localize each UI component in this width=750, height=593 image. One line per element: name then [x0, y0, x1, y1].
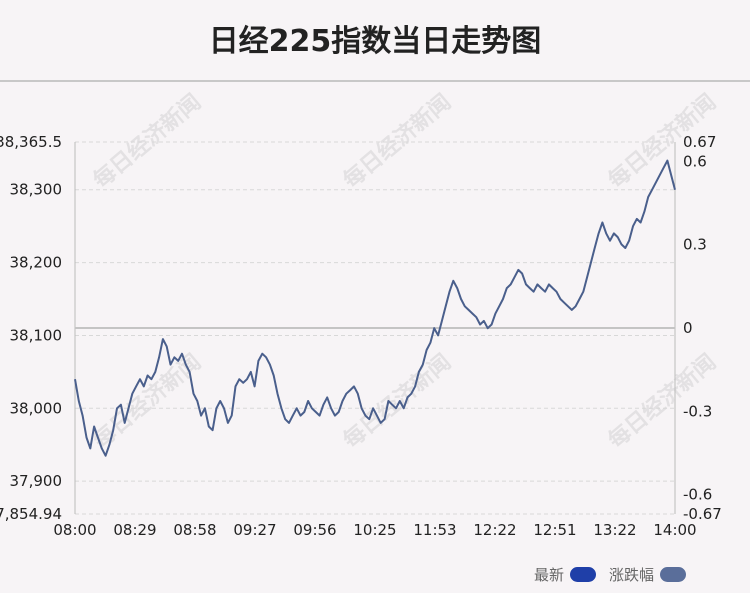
y-left-tick-label: 38,365.5: [0, 133, 62, 151]
x-tick-label: 12:22: [473, 521, 516, 539]
x-tick-label: 11:53: [413, 521, 456, 539]
y-right-tick-label: 0: [683, 319, 693, 337]
legend-swatch-change: [660, 567, 687, 582]
y-right-tick-label: 0.6: [683, 152, 707, 170]
y-left-tick-label: 38,000: [10, 399, 63, 417]
legend-item-latest: 最新: [534, 564, 597, 585]
legend-label-change: 涨跌幅: [609, 566, 655, 584]
x-tick-label: 08:58: [173, 521, 216, 539]
y-right-tick-label: 0.3: [683, 236, 707, 254]
x-tick-label: 13:22: [593, 521, 636, 539]
x-tick-label: 10:25: [353, 521, 396, 539]
x-tick-label: 09:27: [233, 521, 276, 539]
y-left-tick-label: 38,200: [10, 254, 63, 272]
x-tick-label: 08:00: [53, 521, 96, 539]
x-tick-label: 09:56: [293, 521, 336, 539]
y-left-tick-label: 37,900: [10, 472, 63, 490]
title-divider: [0, 80, 750, 82]
legend-item-change: 涨跌幅: [609, 564, 687, 585]
y-right-tick-label: -0.6: [683, 486, 712, 504]
series-line: [74, 159, 676, 457]
y-left-tick-label: 37,854.94: [0, 505, 62, 523]
y-right-tick-label: 0.67: [683, 133, 716, 151]
x-tick-label: 12:51: [533, 521, 576, 539]
y-left-tick-label: 38,300: [10, 181, 63, 199]
chart-title: 日经225指数当日走势图: [208, 24, 542, 59]
legend-swatch-latest: [570, 567, 597, 582]
legend-label-latest: 最新: [534, 566, 565, 584]
x-tick-label: 14:00: [653, 521, 696, 539]
y-right-tick-label: -0.67: [683, 505, 722, 523]
x-tick-label: 08:29: [113, 521, 156, 539]
y-left-tick-label: 38,100: [10, 326, 63, 344]
y-right-tick-label: -0.3: [683, 402, 712, 420]
